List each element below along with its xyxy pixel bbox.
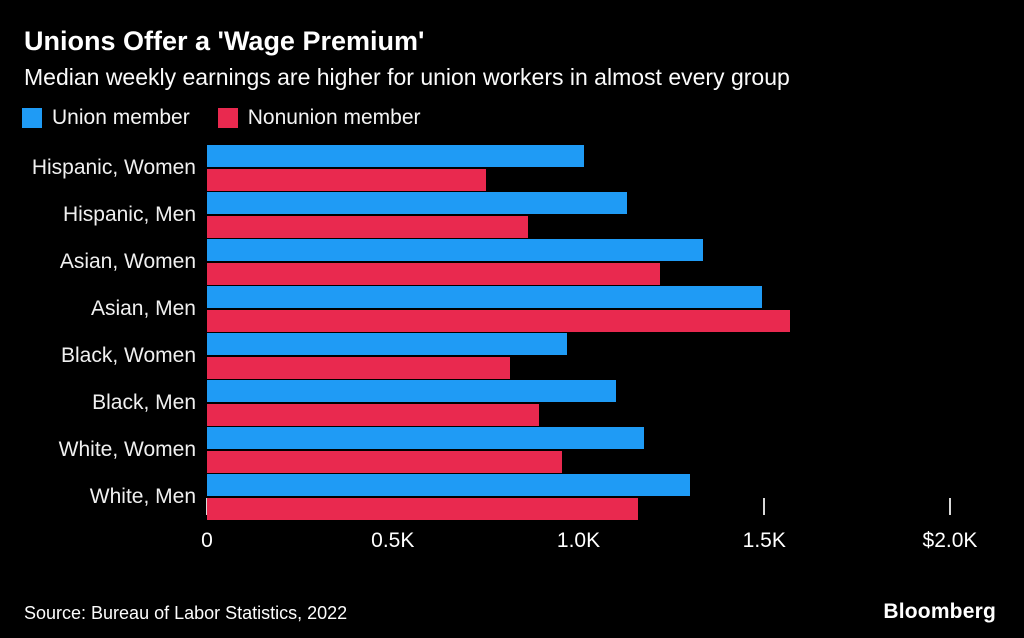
category-label: Asian, Men — [90, 296, 196, 320]
category-label: White, Men — [89, 484, 196, 508]
chart-row: Asian, Women — [0, 238, 950, 285]
bar-nonunion — [207, 356, 510, 379]
bar-pair — [207, 144, 950, 191]
chart-legend: Union member Nonunion member — [0, 91, 1024, 130]
bar-union — [207, 238, 703, 261]
chart-subtitle: Median weekly earnings are higher for un… — [24, 64, 790, 91]
legend-swatch-nonunion — [217, 108, 238, 129]
bar-nonunion — [207, 262, 661, 285]
bar-nonunion — [207, 168, 486, 191]
chart-rows: Hispanic, Women Hispanic, Men Asian, Women… — [0, 144, 951, 520]
legend-swatch-union — [22, 108, 42, 129]
legend-item-union: Union member — [22, 106, 190, 130]
bar-nonunion — [207, 497, 638, 520]
category-label: Hispanic, Men — [62, 202, 196, 226]
bar-nonunion — [207, 403, 540, 426]
bar-nonunion — [207, 215, 529, 238]
bloomberg-logo: Bloomberg — [883, 600, 996, 623]
chart-row: Hispanic, Women — [0, 144, 950, 191]
axis-track: 0 0.5K 1.0K 1.5K $2.0K — [201, 520, 977, 558]
bar-pair — [207, 191, 950, 238]
chart-row: White, Men — [0, 473, 950, 520]
bar-union — [207, 285, 763, 308]
axis-tick-label: 1.5K — [742, 529, 786, 553]
axis-tick-label: 1.0K — [556, 529, 601, 553]
axis-spacer — [0, 520, 196, 558]
axis-tick-label: $2.0K — [922, 529, 978, 553]
legend-label-nonunion: Nonunion member — [247, 106, 421, 130]
bar-union — [207, 144, 585, 167]
source-note: Source: Bureau of Labor Statistics, 2022 — [24, 603, 348, 623]
chart-row: White, Women — [0, 426, 950, 473]
chart-title: Unions Offer a 'Wage Premium' — [24, 26, 425, 56]
bar-pair — [207, 426, 950, 473]
category-label: Hispanic, Women — [31, 155, 196, 179]
bar-chart: Hispanic, Women Hispanic, Men Asian, Women… — [0, 144, 1024, 558]
bar-pair — [207, 332, 950, 379]
bar-pair — [207, 473, 950, 520]
chart-row: Black, Women — [0, 332, 950, 379]
axis-tick — [949, 498, 951, 516]
chart-footer: Source: Bureau of Labor Statistics, 2022… — [24, 600, 996, 624]
chart-row: Hispanic, Men — [0, 191, 950, 238]
axis-tick-label: 0 — [201, 529, 213, 553]
bar-union — [207, 379, 616, 402]
axis-tick — [763, 498, 766, 516]
chart-header: Unions Offer a 'Wage Premium' Median wee… — [0, 0, 1024, 91]
bar-union — [207, 191, 627, 214]
bar-union — [207, 426, 644, 449]
axis-tick-label: 0.5K — [371, 529, 415, 553]
chart-row: Asian, Men — [0, 285, 950, 332]
category-label: Black, Men — [92, 390, 196, 414]
x-axis: 0 0.5K 1.0K 1.5K $2.0K — [0, 520, 977, 558]
legend-label-union: Union member — [52, 106, 190, 130]
category-label: White, Women — [58, 437, 196, 461]
category-label: Asian, Women — [59, 249, 196, 273]
category-label: Black, Women — [61, 343, 196, 367]
bar-nonunion — [207, 450, 562, 473]
legend-item-nonunion: Nonunion member — [217, 106, 421, 130]
bar-union — [207, 332, 568, 355]
bar-pair — [207, 238, 950, 285]
bar-pair — [207, 285, 950, 332]
chart-row: Black, Men — [0, 379, 950, 426]
bar-nonunion — [207, 309, 791, 332]
bar-pair — [207, 379, 950, 426]
bar-union — [207, 473, 690, 496]
